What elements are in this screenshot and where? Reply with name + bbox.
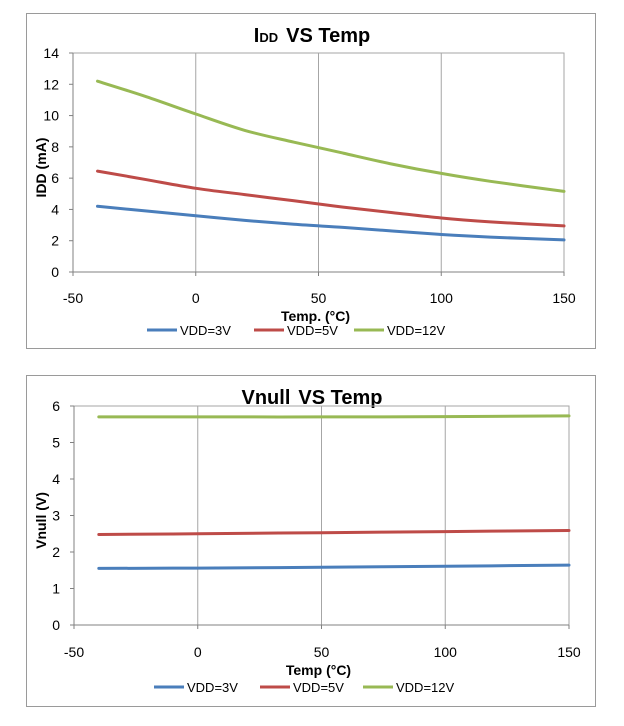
y-tick-label: 8 [51,139,59,155]
y-axis-title: Vnull (V) [33,492,49,549]
x-axis-title: Temp. (°C) [281,308,350,324]
x-tick-label: 50 [314,644,330,660]
x-tick-label: 100 [430,290,454,306]
legend-label: VDD=12V [387,323,445,338]
y-axis-title: IDD (mA) [33,138,49,198]
y-tick-label: 3 [52,508,60,524]
x-tick-label: 0 [192,290,200,306]
legend-label: VDD=3V [187,680,238,695]
x-axis-title: Temp (°C) [286,662,351,678]
y-tick-label: 0 [52,617,60,633]
legend-label: VDD=3V [180,323,231,338]
chart-title: Vnull VS Temp [242,387,383,409]
y-tick-label: 2 [52,544,60,560]
series-line-vdd-3v [96,204,566,242]
y-tick-label: 1 [52,581,60,597]
series-line-vdd-3v [97,563,571,570]
series-line-vdd-12v [96,79,566,193]
legend-label: VDD=12V [396,680,454,695]
y-tick-label: 0 [51,264,59,280]
y-tick-label: 6 [51,170,59,186]
x-tick-label: 50 [311,290,327,306]
legend-label: VDD=5V [293,680,344,695]
y-tick-label: 14 [43,45,59,61]
x-tick-label: -50 [64,644,84,660]
x-tick-label: 150 [552,290,576,306]
vnull-chart-panel: Vnull VS Temp 0 1 2 3 4 5 6 -50 0 50 100 150 Temp (°C)… [26,375,596,707]
legend-label: VDD=5V [287,323,338,338]
series-line-vdd-5v [96,169,566,228]
series-line-vdd-12v [97,414,571,419]
x-tick-label: -50 [63,290,83,306]
y-tick-label: 6 [52,398,60,414]
idd-chart-panel: IDD VS Temp 0 2 4 6 8 10 12 14 -50 0 50 100 150 Temp. (… [26,13,596,349]
y-tick-label: 12 [43,76,59,92]
x-tick-label: 150 [557,644,581,660]
y-tick-label: 2 [51,233,59,249]
x-tick-label: 0 [194,644,202,660]
y-tick-label: 10 [43,108,59,124]
series-line-vdd-5v [97,529,571,536]
x-tick-label: 100 [434,644,458,660]
chart-title: IDD VS Temp [254,25,370,47]
y-tick-label: 5 [52,435,60,451]
y-tick-label: 4 [52,471,60,487]
y-tick-label: 4 [51,201,59,217]
